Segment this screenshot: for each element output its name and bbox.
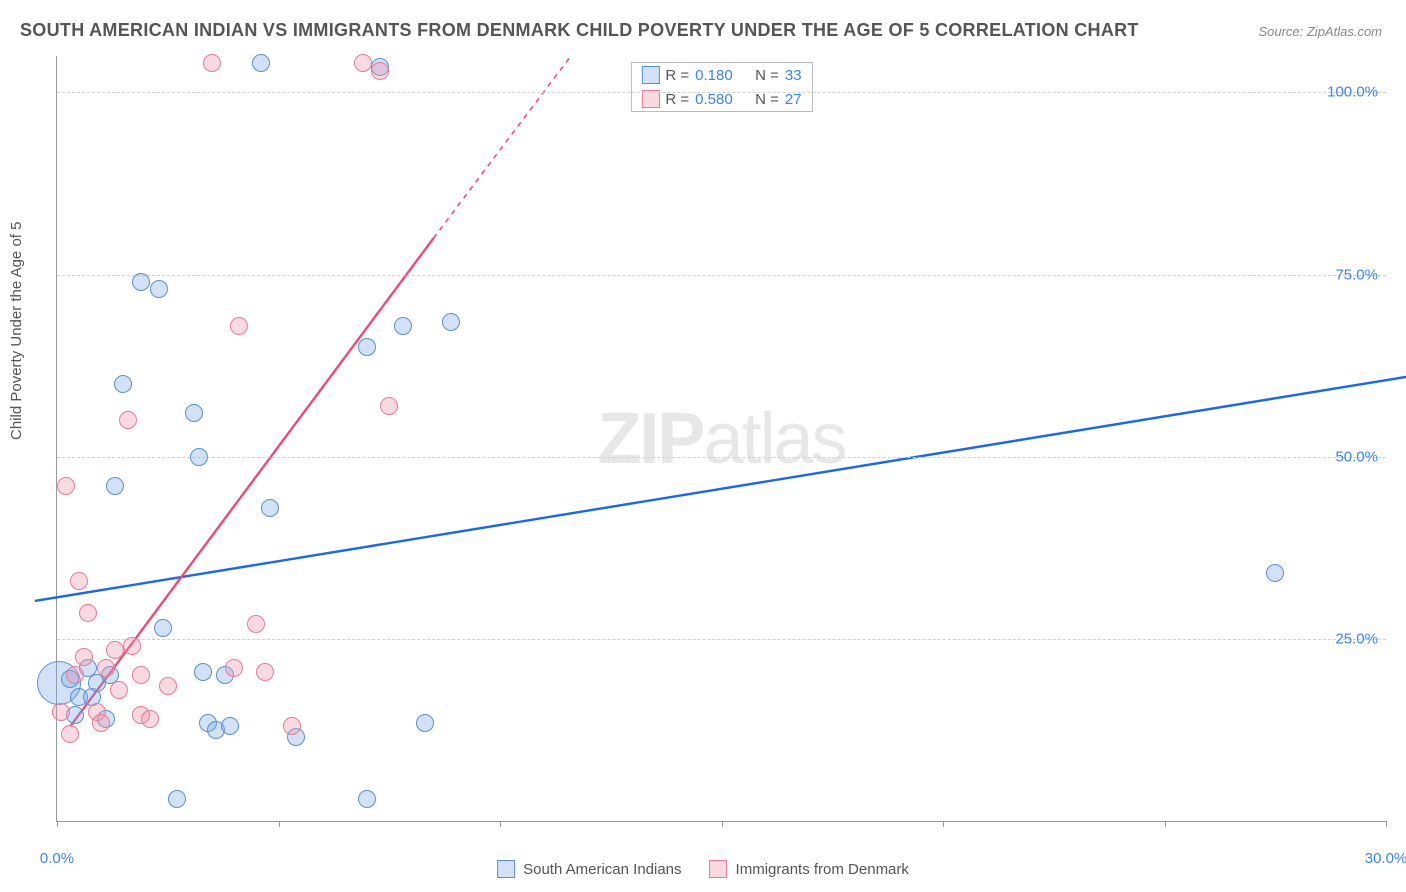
scatter-point — [190, 448, 208, 466]
x-tick-mark — [943, 821, 944, 827]
scatter-point — [442, 313, 460, 331]
scatter-point — [79, 604, 97, 622]
x-tick-mark — [500, 821, 501, 827]
trend-line — [70, 238, 433, 726]
chart-title: SOUTH AMERICAN INDIAN VS IMMIGRANTS FROM… — [20, 20, 1139, 41]
trend-line — [434, 56, 571, 238]
scatter-point — [132, 273, 150, 291]
scatter-point — [114, 375, 132, 393]
scatter-point — [154, 619, 172, 637]
scatter-point — [247, 615, 265, 633]
scatter-point — [358, 338, 376, 356]
watermark-strong: ZIP — [597, 399, 703, 479]
x-tick-mark — [1165, 821, 1166, 827]
legend-n-label: N = — [755, 67, 779, 84]
scatter-point — [394, 317, 412, 335]
scatter-point — [1266, 564, 1284, 582]
scatter-point — [75, 648, 93, 666]
legend-series-item: Immigrants from Denmark — [710, 860, 909, 878]
x-tick-mark — [722, 821, 723, 827]
legend-r-value: 0.180 — [695, 67, 749, 84]
scatter-point — [168, 790, 186, 808]
scatter-point — [61, 725, 79, 743]
legend-r-label: R = — [665, 67, 689, 84]
scatter-point — [106, 641, 124, 659]
legend-series-label: South American Indians — [523, 861, 681, 878]
watermark-light: atlas — [703, 399, 845, 479]
x-tick-label: 0.0% — [40, 850, 74, 867]
legend-stats-row: R =0.580N =27 — [631, 87, 811, 111]
scatter-point — [380, 397, 398, 415]
scatter-point — [70, 572, 88, 590]
legend-stats-box: R = 0.180 N = 33 R =0.580N =27 — [630, 62, 812, 112]
scatter-point — [221, 717, 239, 735]
chart-plot-area: ZIPatlas R = 0.180 N = 33 R =0.580N =27 25.0… — [56, 56, 1386, 822]
scatter-point — [194, 663, 212, 681]
legend-series: South American Indians Immigrants from De… — [497, 860, 909, 878]
legend-series-label: Immigrants from Denmark — [736, 861, 909, 878]
scatter-point — [123, 637, 141, 655]
scatter-point — [52, 703, 70, 721]
legend-series-item: South American Indians — [497, 860, 681, 878]
scatter-point — [150, 280, 168, 298]
scatter-point — [252, 54, 270, 72]
scatter-point — [110, 681, 128, 699]
source-label: Source: ZipAtlas.com — [1258, 24, 1382, 39]
scatter-point — [358, 790, 376, 808]
y-tick-label: 100.0% — [1327, 84, 1378, 101]
gridline-horizontal — [57, 457, 1386, 458]
legend-swatch — [497, 860, 515, 878]
scatter-point — [416, 714, 434, 732]
scatter-point — [371, 62, 389, 80]
watermark: ZIPatlas — [597, 398, 845, 480]
scatter-point — [225, 659, 243, 677]
scatter-point — [159, 677, 177, 695]
y-axis-label: Child Poverty Under the Age of 5 — [8, 222, 25, 440]
scatter-point — [92, 714, 110, 732]
x-tick-label: 30.0% — [1365, 850, 1406, 867]
scatter-point — [141, 710, 159, 728]
scatter-point — [132, 666, 150, 684]
scatter-point — [354, 54, 372, 72]
x-tick-mark — [1386, 821, 1387, 827]
scatter-point — [230, 317, 248, 335]
trend-line — [35, 377, 1406, 601]
scatter-point — [185, 404, 203, 422]
legend-n-value: 33 — [785, 67, 802, 84]
x-tick-mark — [57, 821, 58, 827]
y-tick-label: 25.0% — [1335, 630, 1378, 647]
gridline-horizontal — [57, 92, 1386, 93]
legend-stats-row: R = 0.180 N = 33 — [631, 63, 811, 87]
y-tick-label: 75.0% — [1335, 266, 1378, 283]
scatter-point — [203, 54, 221, 72]
y-tick-label: 50.0% — [1335, 448, 1378, 465]
scatter-point — [66, 666, 84, 684]
trend-lines-layer — [57, 56, 1386, 821]
scatter-point — [256, 663, 274, 681]
scatter-point — [283, 717, 301, 735]
scatter-point — [261, 499, 279, 517]
scatter-point — [106, 477, 124, 495]
legend-swatch — [641, 66, 659, 84]
scatter-point — [119, 411, 137, 429]
scatter-point — [97, 659, 115, 677]
scatter-point — [57, 477, 75, 495]
gridline-horizontal — [57, 275, 1386, 276]
gridline-horizontal — [57, 639, 1386, 640]
legend-swatch — [710, 860, 728, 878]
x-tick-mark — [279, 821, 280, 827]
